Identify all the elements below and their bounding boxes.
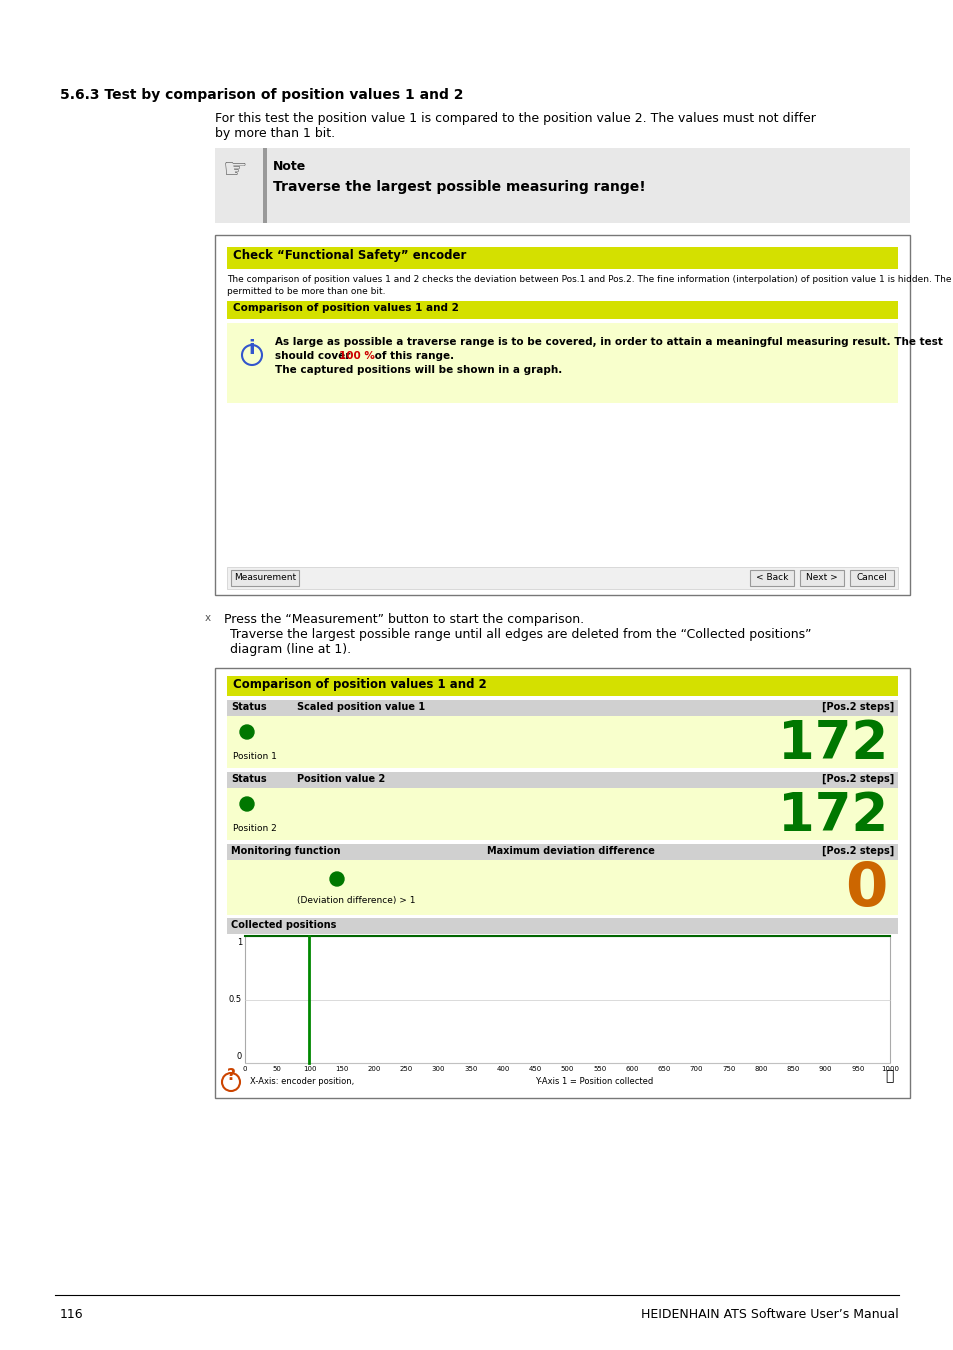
Text: 400: 400: [496, 1066, 509, 1072]
Bar: [227, 323, 897, 404]
Text: 116: 116: [60, 1308, 84, 1322]
Text: Press the “Measurement” button to start the comparison.: Press the “Measurement” button to start …: [220, 613, 583, 626]
Bar: [214, 148, 909, 223]
Text: 100 %: 100 %: [338, 351, 375, 360]
Text: 100: 100: [302, 1066, 315, 1072]
Text: X-Axis: encoder position,: X-Axis: encoder position,: [250, 1077, 354, 1085]
Bar: [227, 676, 897, 697]
Bar: [227, 918, 897, 934]
Text: of this range.: of this range.: [371, 351, 454, 360]
Bar: [227, 301, 897, 319]
Text: 172: 172: [777, 790, 887, 842]
Text: Status: Status: [231, 774, 266, 784]
Text: 800: 800: [754, 1066, 767, 1072]
Text: For this test the position value 1 is compared to the position value 2. The valu: For this test the position value 1 is co…: [214, 112, 815, 126]
Text: 1: 1: [236, 938, 242, 946]
Text: Note: Note: [273, 161, 306, 173]
Circle shape: [240, 725, 253, 738]
Text: Status: Status: [231, 702, 266, 711]
Text: 850: 850: [785, 1066, 800, 1072]
Text: Position 2: Position 2: [233, 824, 276, 833]
Circle shape: [330, 872, 344, 886]
Text: 5.6.3 Test by comparison of position values 1 and 2: 5.6.3 Test by comparison of position val…: [60, 88, 463, 103]
Text: 500: 500: [560, 1066, 574, 1072]
Bar: [227, 860, 897, 915]
Text: x: x: [205, 613, 211, 622]
Text: diagram (line at 1).: diagram (line at 1).: [230, 643, 351, 656]
Bar: [227, 772, 897, 788]
Text: 0: 0: [242, 1066, 247, 1072]
Text: 550: 550: [593, 1066, 606, 1072]
Text: 250: 250: [399, 1066, 413, 1072]
Text: [Pos.2 steps]: [Pos.2 steps]: [821, 702, 893, 713]
Text: [Pos.2 steps]: [Pos.2 steps]: [821, 846, 893, 856]
Text: by more than 1 bit.: by more than 1 bit.: [214, 127, 335, 140]
Text: 172: 172: [777, 718, 887, 770]
Text: Scaled position value 1: Scaled position value 1: [296, 702, 425, 711]
Text: Monitoring function: Monitoring function: [231, 846, 340, 856]
Bar: [800, 570, 843, 586]
Bar: [749, 570, 793, 586]
Circle shape: [240, 796, 253, 811]
Text: 1000: 1000: [880, 1066, 898, 1072]
Text: Check “Functional Safety” encoder: Check “Functional Safety” encoder: [233, 248, 466, 262]
Bar: [263, 148, 267, 223]
Text: Traverse the largest possible range until all edges are deleted from the “Collec: Traverse the largest possible range unti…: [230, 628, 811, 641]
Text: 750: 750: [721, 1066, 735, 1072]
Bar: [227, 844, 897, 860]
Text: 150: 150: [335, 1066, 348, 1072]
Text: 0.5: 0.5: [229, 995, 242, 1004]
Text: Collected positions: Collected positions: [231, 919, 336, 930]
Text: i: i: [249, 339, 255, 358]
Text: Comparison of position values 1 and 2: Comparison of position values 1 and 2: [233, 678, 486, 691]
Text: 💾: 💾: [884, 1069, 893, 1083]
Bar: [227, 788, 897, 840]
Bar: [214, 235, 909, 595]
Text: ☞: ☞: [223, 157, 248, 184]
Text: 600: 600: [624, 1066, 639, 1072]
Bar: [227, 567, 897, 589]
Bar: [227, 247, 897, 269]
Text: should cover: should cover: [274, 351, 354, 360]
Text: Y-Axis 1 = Position collected: Y-Axis 1 = Position collected: [535, 1077, 653, 1085]
Text: 0: 0: [844, 860, 887, 919]
Text: Position 1: Position 1: [233, 752, 276, 761]
Text: Maximum deviation difference: Maximum deviation difference: [486, 846, 654, 856]
Text: The comparison of position values 1 and 2 checks the deviation between Pos.1 and: The comparison of position values 1 and …: [227, 275, 953, 284]
Text: Measurement: Measurement: [233, 574, 295, 582]
Text: 700: 700: [689, 1066, 702, 1072]
Text: The captured positions will be shown in a graph.: The captured positions will be shown in …: [274, 364, 561, 375]
Text: 300: 300: [432, 1066, 445, 1072]
Text: [Pos.2 steps]: [Pos.2 steps]: [821, 774, 893, 784]
Text: Traverse the largest possible measuring range!: Traverse the largest possible measuring …: [273, 180, 645, 194]
Text: As large as possible a traverse range is to be covered, in order to attain a mea: As large as possible a traverse range is…: [274, 338, 942, 347]
Text: Cancel: Cancel: [856, 574, 886, 582]
Text: (Deviation difference) > 1: (Deviation difference) > 1: [296, 896, 416, 905]
Text: Comparison of position values 1 and 2: Comparison of position values 1 and 2: [233, 302, 458, 313]
Text: 900: 900: [818, 1066, 831, 1072]
Text: 0: 0: [236, 1052, 242, 1061]
Bar: [227, 701, 897, 716]
Text: HEIDENHAIN ATS Software User’s Manual: HEIDENHAIN ATS Software User’s Manual: [640, 1308, 898, 1322]
Text: Next >: Next >: [805, 574, 837, 582]
Text: 50: 50: [273, 1066, 281, 1072]
Bar: [231, 570, 298, 586]
Text: < Back: < Back: [755, 574, 787, 582]
Text: 650: 650: [657, 1066, 670, 1072]
Text: 950: 950: [850, 1066, 863, 1072]
Text: 350: 350: [463, 1066, 476, 1072]
Text: 450: 450: [528, 1066, 541, 1072]
Bar: [214, 668, 909, 1098]
Text: 200: 200: [367, 1066, 380, 1072]
Bar: [245, 936, 889, 1062]
Bar: [227, 716, 897, 768]
Text: permitted to be more than one bit.: permitted to be more than one bit.: [227, 288, 385, 296]
Text: ?: ?: [226, 1068, 235, 1084]
Text: Position value 2: Position value 2: [296, 774, 385, 784]
Bar: [849, 570, 893, 586]
